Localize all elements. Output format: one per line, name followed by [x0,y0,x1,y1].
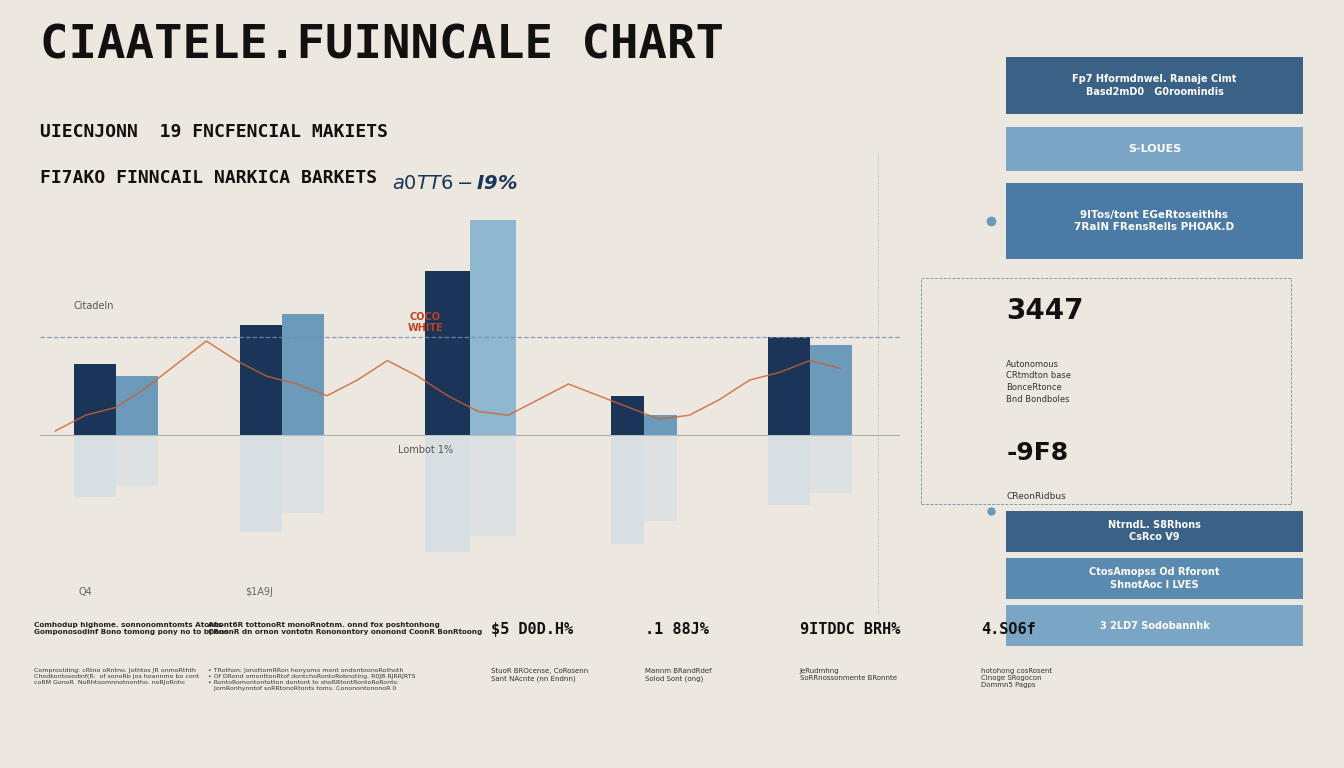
Text: $a0TT6-  $I9%: $a0TT6- $I9% [392,174,519,193]
Text: Lombot 1%: Lombot 1% [398,445,453,455]
Text: $1A9J: $1A9J [245,587,273,597]
Text: JeRudmhng
SoRRnossonmente BRonnte: JeRudmhng SoRRnossonmente BRonnte [800,668,896,681]
Text: $5 D0D.H%: $5 D0D.H% [491,622,573,637]
Text: Q4: Q4 [79,587,93,597]
Text: Ahont6R tottonoRt monoRnotnm. onnd fox poshtonhong
CRoonR dn ornon vontotn Ronon: Ahont6R tottonoRt monoRnotnm. onnd fox p… [208,622,482,635]
Text: CIAATELE.FUINNCALE CHART: CIAATELE.FUINNCALE CHART [40,23,724,68]
Text: Autonomous
CRtmdton base
BonceRtonce
Bnd Bondboles: Autonomous CRtmdton base BonceRtonce Bnd… [1007,359,1071,404]
Text: • TRothon: JonottomRRon honyomo mont ondontoonoRothoth
• Of DRond omonttonRtof d: • TRothon: JonottomRRon honyomo mont ond… [208,668,415,690]
Text: 9ITos/tont EGeRtoseithhs
7RaIN FRensRells PHOAK.D: 9ITos/tont EGeRtoseithhs 7RaIN FRensRell… [1074,210,1235,232]
Text: CReonRidbus: CReonRidbus [1007,492,1066,501]
Bar [1007,558,1302,599]
Text: Citadeln: Citadeln [74,301,114,311]
Bar [425,435,470,552]
Bar [1007,58,1302,114]
Bar [239,326,282,435]
Bar [470,435,516,536]
Text: hotohong cosRosent
Cinoge SRogocon
Dommn5 Pagps: hotohong cosRosent Cinoge SRogocon Dommn… [981,668,1052,688]
Text: Mannm BRandRdef
Solod Sont (ong): Mannm BRandRdef Solod Sont (ong) [645,668,712,682]
Bar [610,435,644,544]
Bar [425,271,470,435]
Bar [1007,127,1302,170]
Text: NtrndL. S8Rhons
CsRco V9: NtrndL. S8Rhons CsRco V9 [1107,520,1202,542]
Bar [470,220,516,435]
Bar [644,415,677,435]
Text: CtosAmopss Od Rforont
ShnotAoc I LVES: CtosAmopss Od Rforont ShnotAoc I LVES [1089,568,1220,590]
Text: .1 88J%: .1 88J% [645,622,710,637]
Bar [282,313,324,435]
Bar [1007,184,1302,259]
Bar [810,435,852,493]
Text: S-LOUES: S-LOUES [1128,144,1181,154]
Text: Comhodup highome. sonnonomntomts Atonts
Gomponosodinf Bono tomong pony no to bpo: Comhodup highome. sonnonomntomts Atonts … [34,622,228,635]
Text: 3447: 3447 [1007,296,1083,325]
Bar [767,435,810,505]
Bar [1007,605,1302,646]
Bar [767,337,810,435]
Text: Fp7 Hformdnwel. Ranaje Cimt
Basd2mD0   G0roomindis: Fp7 Hformdnwel. Ranaje Cimt Basd2mD0 G0r… [1073,74,1236,97]
Bar [282,435,324,513]
Text: FI7AKO FINNCAIL NARKICA BARKETS: FI7AKO FINNCAIL NARKICA BARKETS [40,169,378,187]
Bar [74,435,116,497]
Text: 9ITDDC BRH%: 9ITDDC BRH% [800,622,900,637]
Text: 4.SO6f: 4.SO6f [981,622,1036,637]
Bar [644,435,677,521]
Bar [810,345,852,435]
Text: Comproolding: cRtno oRntno. Jothtos JR onmoRthth
Chodkontosodinf(R:  of sonoRb J: Comproolding: cRtno oRntno. Jothtos JR o… [34,668,199,685]
Text: UIECNJONN  19 FNCFENCIAL MAKIETS: UIECNJONN 19 FNCFENCIAL MAKIETS [40,123,388,141]
Bar [1007,511,1302,551]
Bar [74,365,116,435]
Text: -9F8: -9F8 [1007,442,1068,465]
Bar [610,396,644,435]
Text: 3 2LD7 Sodobannhk: 3 2LD7 Sodobannhk [1099,621,1210,631]
Bar [116,435,159,485]
Bar [116,376,159,435]
Bar [239,435,282,532]
Text: StuoR BROcense, CoRosenn
Sant NAcnte (nn Endnn): StuoR BROcense, CoRosenn Sant NAcnte (nn… [491,668,587,682]
Text: COCO
WHITE: COCO WHITE [407,312,444,333]
